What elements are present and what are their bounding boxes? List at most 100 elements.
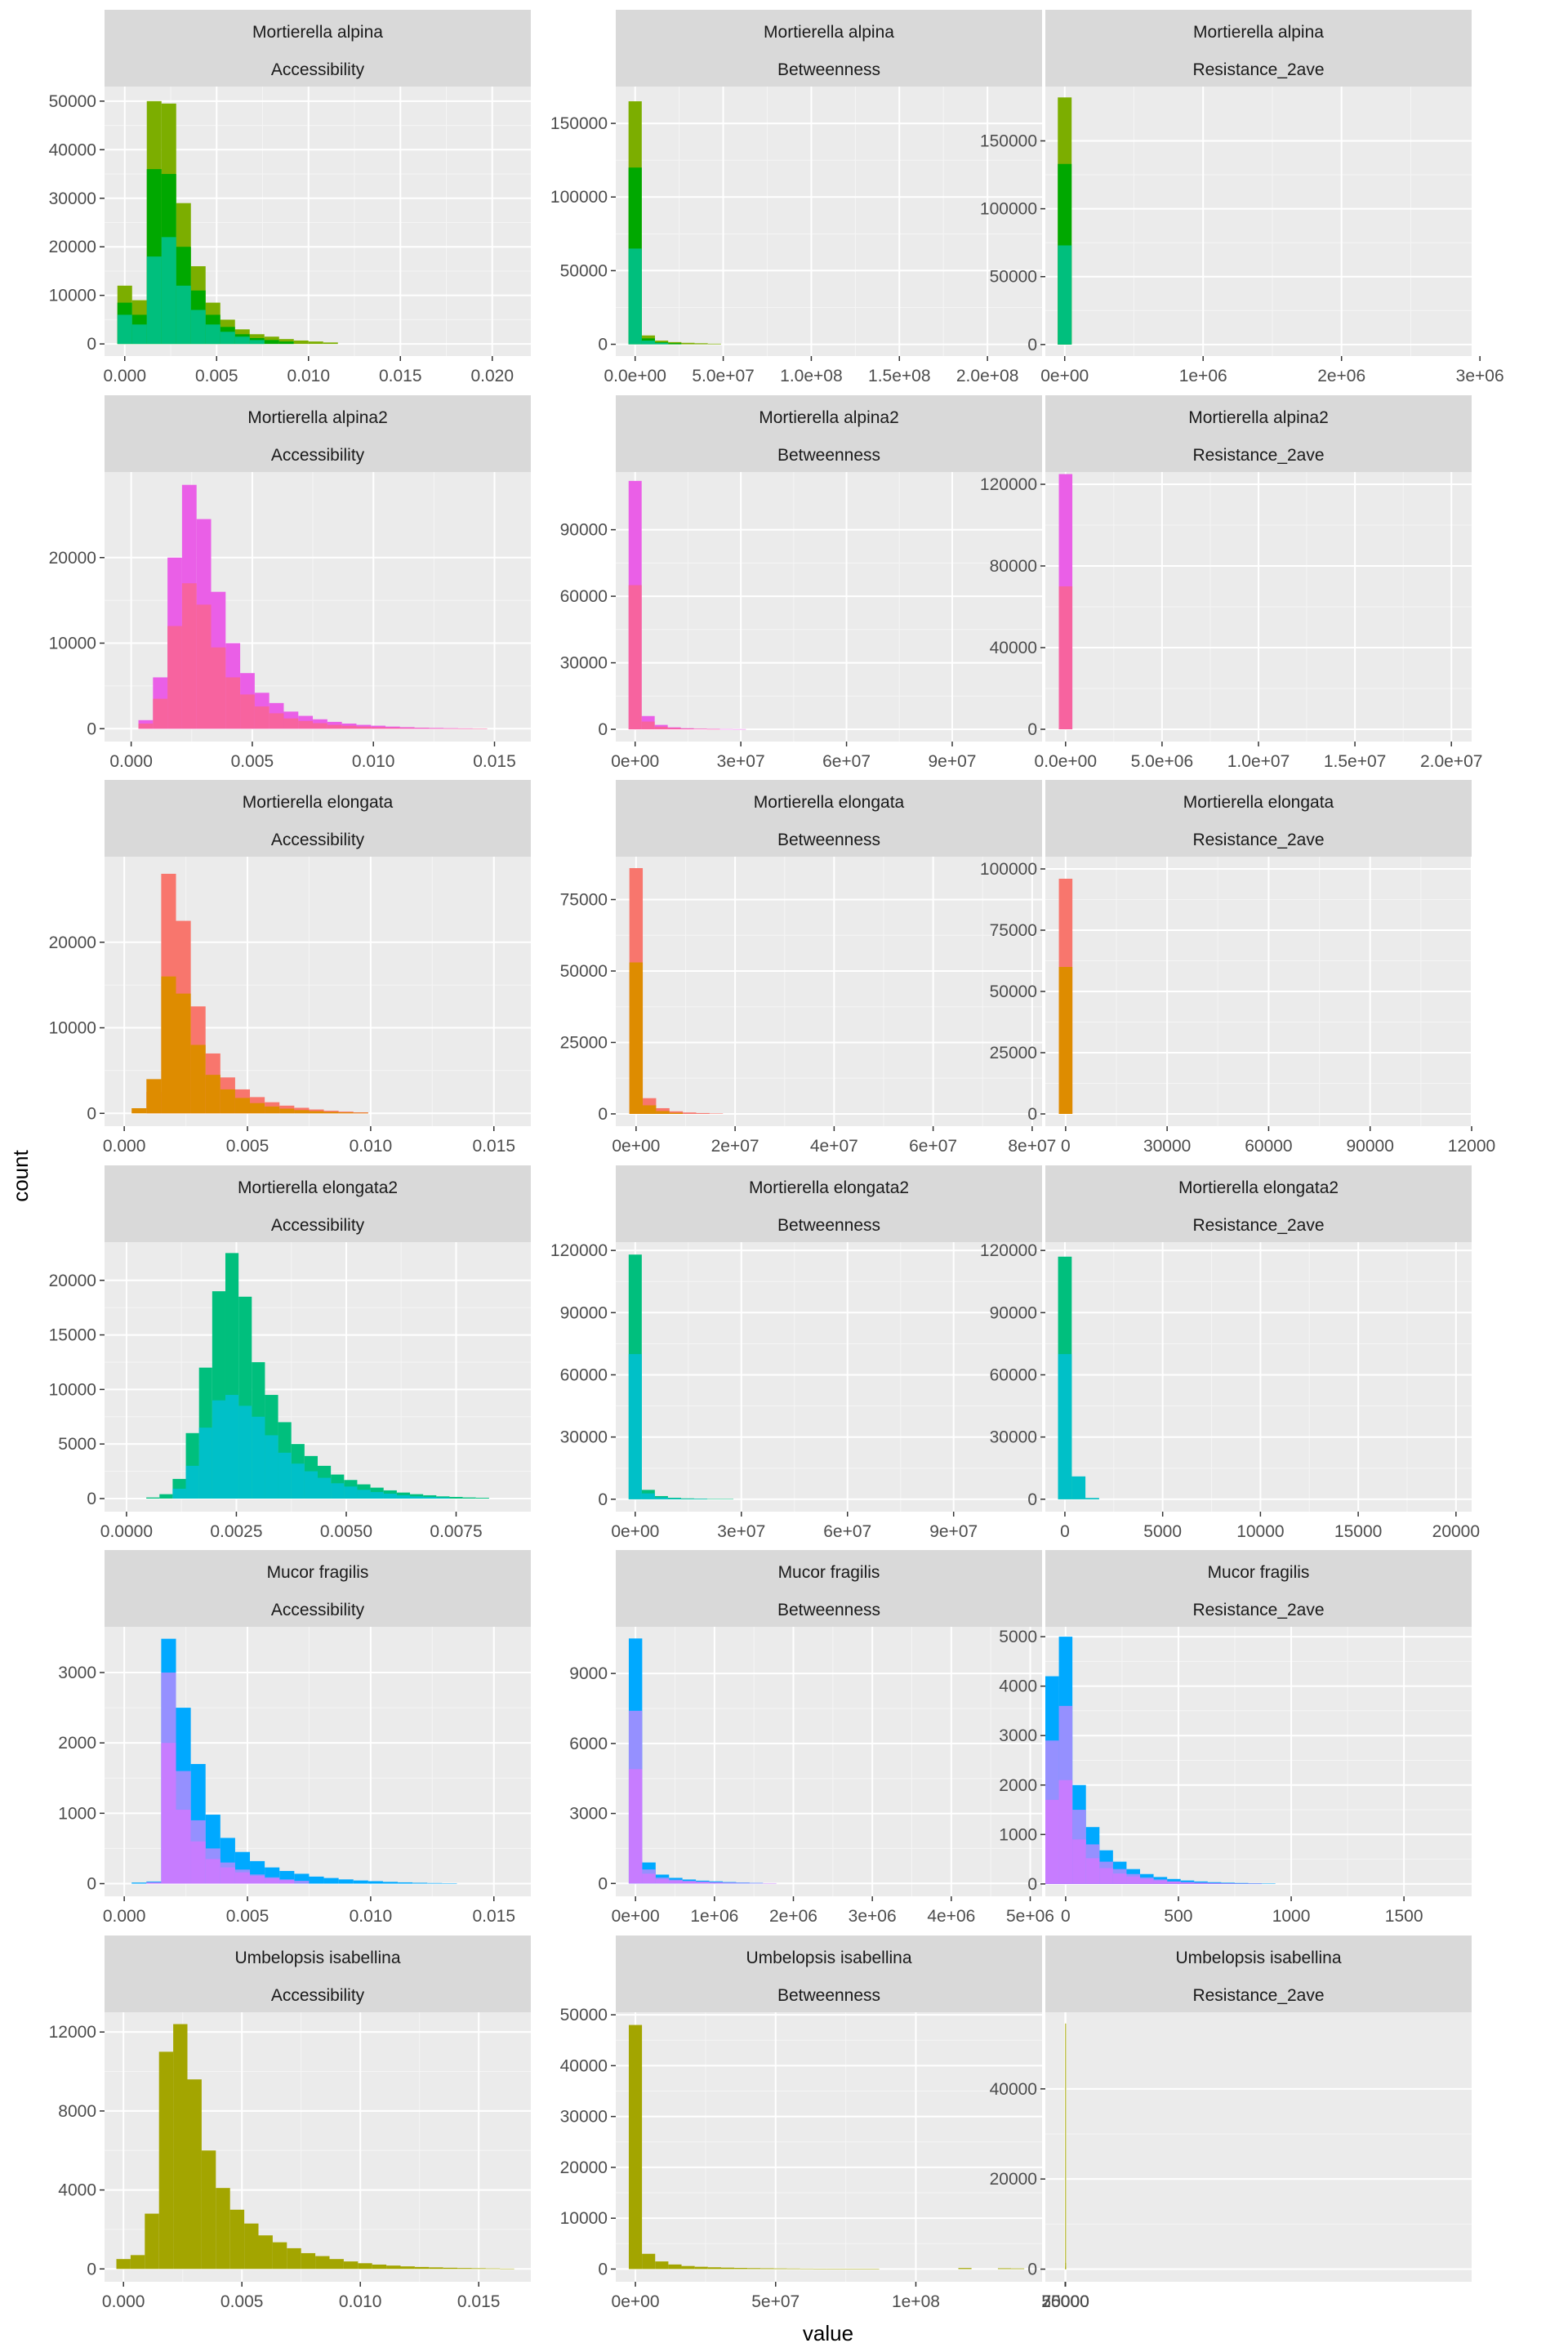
facet-metric-label: Accessibility xyxy=(271,446,365,465)
x-tick-label: 3e+06 xyxy=(849,1907,897,1926)
histogram-bar xyxy=(331,1483,345,1499)
facet-strip xyxy=(616,395,1042,472)
y-tick-label: 20000 xyxy=(49,549,96,568)
y-tick-label: 10000 xyxy=(49,287,96,305)
histogram-bar xyxy=(212,1400,225,1499)
facet-strip xyxy=(105,10,531,87)
y-tick-label: 120000 xyxy=(980,475,1037,494)
histogram-bar xyxy=(681,2265,695,2270)
histogram-bar xyxy=(327,724,342,729)
histogram-bar xyxy=(211,647,226,729)
y-tick-label: 80000 xyxy=(990,557,1037,576)
histogram-bar xyxy=(958,2268,972,2270)
histogram-bar xyxy=(1126,1876,1140,1884)
histogram-bar xyxy=(1065,2262,1067,2270)
histogram-bar xyxy=(238,1405,252,1499)
x-tick-label: 0.005 xyxy=(195,367,238,385)
histogram-bar xyxy=(655,1879,670,1884)
histogram-bar xyxy=(696,1882,710,1884)
histogram-bar xyxy=(734,2268,748,2270)
facet-panel: Mortierella alpina Resistance_2ave 0 50000 1… xyxy=(980,10,1504,385)
histogram-bar xyxy=(287,2247,301,2270)
x-tick-label: 0 xyxy=(1061,1137,1071,1156)
y-tick-label: 9000 xyxy=(569,1664,608,1683)
histogram-bar xyxy=(641,721,655,730)
x-tick-label: 1e+06 xyxy=(690,1907,738,1926)
histogram-bar xyxy=(763,1882,777,1884)
histogram-bar xyxy=(172,1488,186,1499)
x-tick-label: 6e+07 xyxy=(823,1522,871,1541)
histogram-bar xyxy=(669,1111,684,1114)
histogram-bar xyxy=(1045,1799,1059,1884)
x-tick-label: 4e+06 xyxy=(927,1907,975,1926)
histogram-bar xyxy=(269,713,284,729)
histogram-bar xyxy=(318,1477,332,1499)
histogram-bar xyxy=(315,2256,330,2270)
histogram-bar xyxy=(386,2265,401,2270)
histogram-bar xyxy=(427,1882,443,1884)
y-tick-label: 50000 xyxy=(560,261,608,280)
histogram-bar xyxy=(706,728,720,730)
facet-panel: Mortierella alpina Accessibility 0 10000 200… xyxy=(49,10,531,385)
y-tick-label: 60000 xyxy=(990,1365,1037,1384)
histogram-bar xyxy=(265,1878,280,1884)
x-tick-label: 0.015 xyxy=(379,367,422,385)
histogram-bar xyxy=(283,718,299,729)
histogram-bar xyxy=(145,2213,159,2270)
y-tick-label: 120000 xyxy=(980,1241,1037,1260)
histogram-bar xyxy=(279,1108,295,1114)
histogram-bar xyxy=(187,2079,202,2270)
histogram-bar xyxy=(1248,1883,1263,1884)
x-tick-label: 1.5e+07 xyxy=(1324,752,1387,771)
histogram-bar xyxy=(628,1769,643,1884)
y-tick-label: 20000 xyxy=(49,933,96,952)
y-tick-label: 0 xyxy=(87,2260,96,2278)
histogram-bar xyxy=(642,2253,656,2270)
y-tick-label: 60000 xyxy=(560,587,608,606)
histogram-bar xyxy=(668,2264,682,2270)
histogram-bar xyxy=(475,1498,489,1499)
x-tick-label: 0.005 xyxy=(220,2292,264,2311)
histogram-bar xyxy=(131,1882,147,1884)
x-tick-label: 0.0000 xyxy=(100,1522,153,1541)
x-tick-label: 8e+07 xyxy=(1008,1137,1056,1156)
facet-strip xyxy=(1045,1550,1472,1627)
facet-species-label: Umbelopsis isabellina xyxy=(234,1949,400,1967)
x-tick-label: 4e+07 xyxy=(810,1137,858,1156)
x-tick-label: 500 xyxy=(1164,1907,1192,1926)
histogram-bar xyxy=(628,248,642,345)
y-tick-label: 5000 xyxy=(999,1628,1037,1646)
facet-strip xyxy=(105,1550,531,1627)
y-tick-label: 90000 xyxy=(560,521,608,540)
facet-species-label: Mortierella elongata2 xyxy=(749,1178,909,1197)
x-tick-label: 20000 xyxy=(1432,1522,1480,1541)
x-tick-label: 0.0025 xyxy=(210,1522,262,1541)
histogram-bar xyxy=(1058,586,1073,729)
histogram-bar xyxy=(707,2267,721,2270)
facet-species-label: Mortierella elongata2 xyxy=(1178,1178,1339,1197)
y-tick-label: 0 xyxy=(1027,1105,1037,1124)
histogram-bar xyxy=(414,728,430,729)
x-tick-label: 1e+08 xyxy=(892,2292,940,2311)
y-tick-label: 30000 xyxy=(560,2108,608,2127)
histogram-bar xyxy=(343,2261,359,2270)
histogram-bar xyxy=(131,1108,147,1114)
x-tick-label: 50000 xyxy=(1041,2292,1089,2311)
y-tick-label: 10000 xyxy=(49,1019,96,1038)
histogram-bar xyxy=(410,1496,424,1499)
histogram-bar xyxy=(1085,1858,1100,1884)
plot-background xyxy=(616,857,1042,1126)
x-tick-label: 0.005 xyxy=(226,1907,270,1926)
x-tick-label: 0e+00 xyxy=(612,1137,660,1156)
histogram-bar xyxy=(1112,1873,1127,1884)
y-tick-label: 120000 xyxy=(550,1241,608,1260)
facet-strip xyxy=(1045,780,1472,857)
y-tick-label: 150000 xyxy=(980,131,1037,150)
histogram-bar xyxy=(826,2269,840,2270)
histogram-bar xyxy=(1065,2266,1067,2270)
histogram-bars xyxy=(138,484,488,729)
plot-background xyxy=(616,87,1042,356)
histogram-bar xyxy=(323,342,338,345)
y-tick-label: 0 xyxy=(1027,1875,1037,1894)
facet-strip xyxy=(105,1165,531,1242)
